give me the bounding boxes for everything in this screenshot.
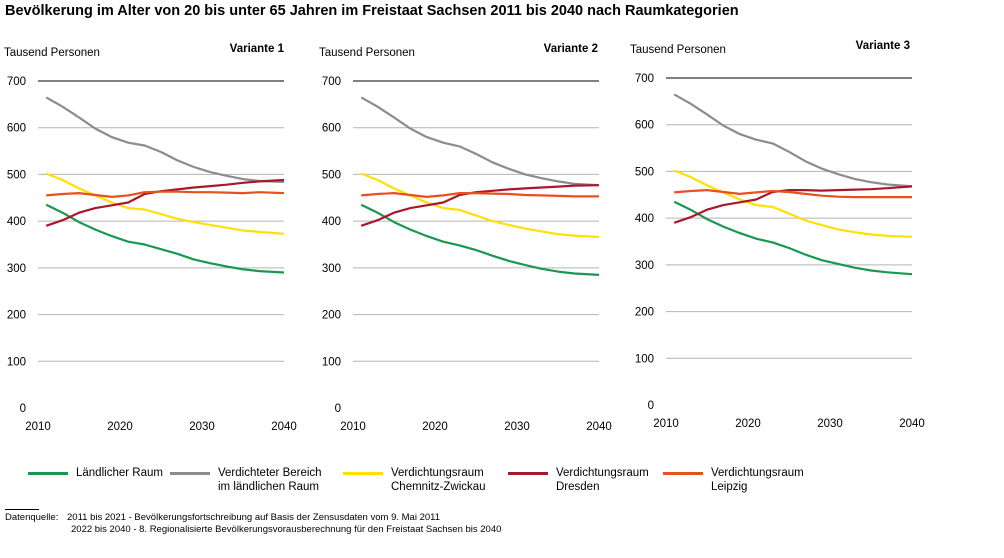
legend-item-5: Verdichtungsraum Leipzig: [663, 466, 804, 494]
x-tick-label-2040: 2040: [899, 418, 925, 430]
x-tick-label-2020: 2020: [735, 418, 761, 430]
y-tick-label-100: 100: [635, 353, 654, 365]
legend-swatch: [663, 472, 703, 475]
y-tick-label-200: 200: [322, 310, 341, 322]
series-line-2: [673, 93, 913, 188]
y-tick-label-500: 500: [7, 169, 26, 181]
series-line-2: [360, 96, 600, 187]
y-tick-label-0: 0: [335, 403, 341, 415]
chart-title: Variante 2: [544, 43, 598, 55]
chart-panel-2: 0 100 200 300 400 500 600 700 2010 2020 2030 2040 Ta…: [319, 43, 612, 433]
y-tick-label-0: 0: [20, 403, 26, 415]
x-tick-label-2020: 2020: [107, 421, 133, 433]
y-tick-label-400: 400: [635, 213, 654, 225]
series-line-5: [674, 189, 912, 199]
legend-swatch: [170, 472, 210, 475]
x-tick-label-2040: 2040: [586, 421, 612, 433]
series-line-2: [45, 96, 285, 183]
y-tick-label-300: 300: [7, 263, 26, 275]
chart-title: Variante 1: [230, 43, 285, 55]
y-tick-label-200: 200: [7, 310, 26, 322]
legend-label: Verdichtungsraum Leipzig: [711, 467, 804, 493]
chart-panel-1: 0 100 200 300 400 500 600 700 2010 2020 2030 2040 Ta…: [4, 43, 297, 433]
y-tick-label-700: 700: [7, 76, 26, 88]
series-line-5: [46, 190, 285, 198]
legend-label: Verdichtungsraum Chemnitz-Zwickau: [391, 467, 486, 493]
y-tick-label-600: 600: [635, 120, 654, 132]
legend-label: Verdichteter Bereich im ländlichen Raum: [218, 467, 322, 493]
x-tick-label-2030: 2030: [189, 421, 215, 433]
legend-item-1: Ländlicher Raum: [28, 466, 163, 480]
legend-swatch: [508, 472, 548, 475]
series-line-3: [673, 169, 913, 238]
page-title: Bevölkerung im Alter von 20 bis unter 65…: [5, 3, 739, 19]
series-line-3: [45, 172, 285, 235]
y-tick-label-0: 0: [648, 400, 654, 412]
source-note: Datenquelle: 2011 bis 2021 - Bevölkerungs…: [5, 512, 501, 536]
legend-swatch: [343, 472, 383, 475]
series-line-5: [361, 192, 599, 198]
x-tick-label-2010: 2010: [340, 421, 366, 433]
x-tick-label-2010: 2010: [25, 421, 51, 433]
y-tick-label-500: 500: [322, 169, 341, 181]
series-line-1: [360, 203, 600, 276]
y-axis-label: Tausend Personen: [319, 47, 415, 59]
series-line-1: [673, 200, 913, 276]
y-tick-label-500: 500: [635, 166, 654, 178]
y-tick-label-100: 100: [7, 356, 26, 368]
series-line-3: [360, 172, 600, 239]
y-tick-label-700: 700: [635, 73, 654, 85]
legend-item-2: Verdichteter Bereich im ländlichen Raum: [170, 466, 322, 494]
charts-area: 0 100 200 300 400 500 600 700 2010 2020 2030 2040 Ta…: [4, 40, 925, 433]
x-tick-label-2030: 2030: [817, 418, 843, 430]
y-tick-label-400: 400: [7, 216, 26, 228]
y-tick-label-200: 200: [635, 307, 654, 319]
x-tick-label-2040: 2040: [271, 421, 297, 433]
x-tick-label-2030: 2030: [504, 421, 530, 433]
chart-title: Variante 3: [856, 40, 910, 52]
legend-label: Ländlicher Raum: [76, 467, 163, 479]
chart-panel-3: 0 100 200 300 400 500 600 700 2010 2020 2030 2040 Ta…: [630, 40, 925, 430]
x-tick-label-2020: 2020: [422, 421, 448, 433]
series-line-4: [45, 178, 285, 227]
legend-label: Verdichtungsraum Dresden: [556, 467, 649, 493]
series-line-4: [673, 185, 913, 224]
source-divider: [5, 509, 39, 510]
y-tick-label-700: 700: [322, 76, 341, 88]
source-line-2: 2022 bis 2040 - 8. Regionalisierte Bevöl…: [71, 524, 502, 535]
y-axis-label: Tausend Personen: [4, 47, 100, 59]
series-line-4: [360, 184, 600, 227]
y-tick-label-600: 600: [7, 123, 26, 135]
y-tick-label-600: 600: [322, 123, 341, 135]
source-line-1: 2011 bis 2021 - Bevölkerungsfortschreibu…: [67, 512, 441, 523]
legend-item-3: Verdichtungsraum Chemnitz-Zwickau: [343, 466, 486, 494]
series-line-1: [45, 203, 285, 274]
legend-swatch: [28, 472, 68, 475]
y-axis-label: Tausend Personen: [630, 44, 726, 56]
y-tick-label-300: 300: [635, 260, 654, 272]
y-tick-label-100: 100: [322, 356, 341, 368]
y-tick-label-400: 400: [322, 216, 341, 228]
y-tick-label-300: 300: [322, 263, 341, 275]
source-label: Datenquelle:: [5, 512, 59, 523]
x-tick-label-2010: 2010: [653, 418, 679, 430]
legend-item-4: Verdichtungsraum Dresden: [508, 466, 649, 494]
